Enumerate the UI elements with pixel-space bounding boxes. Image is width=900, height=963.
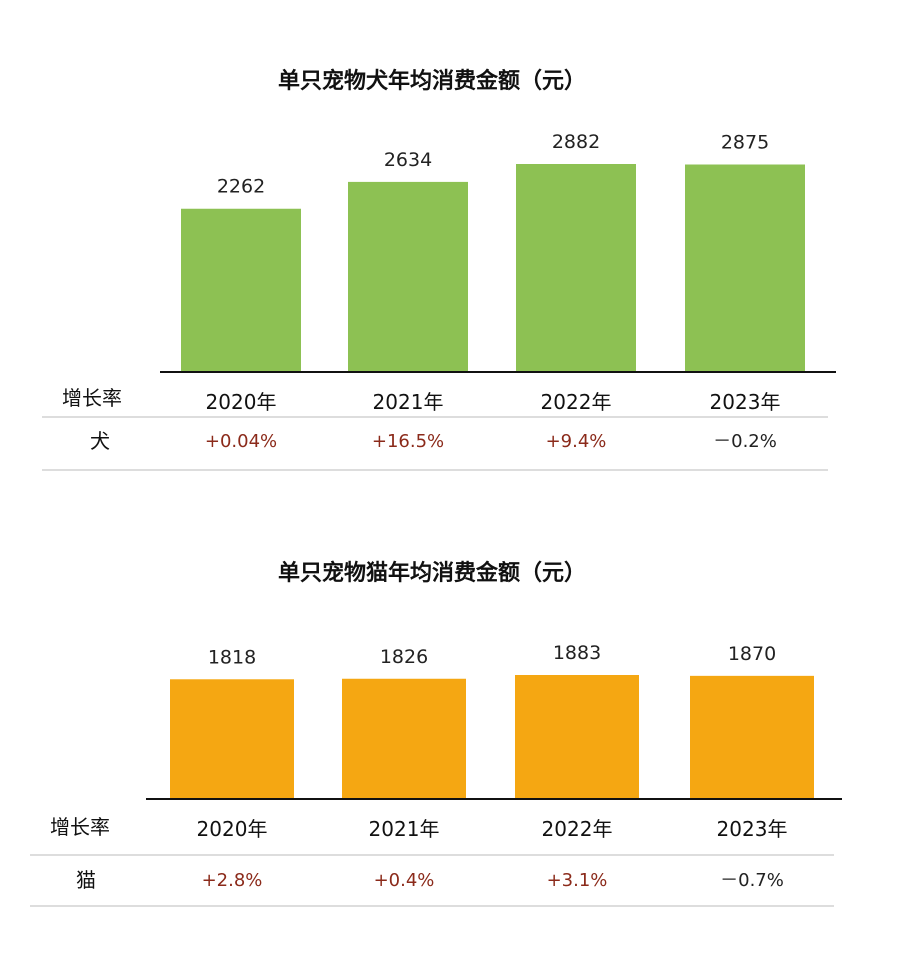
cat-bar: [515, 675, 639, 799]
cat-growth-rate: －0.7%: [720, 870, 784, 891]
dog-bar-value-label: 2882: [552, 131, 600, 153]
cat-bar-value-label: 1818: [208, 646, 256, 668]
cat-bar-value-label: 1826: [380, 646, 428, 668]
cat-growth-rate: +2.8%: [202, 870, 263, 891]
cat-bars: 1818 1826 1883 1870: [170, 642, 814, 799]
dog-chart-title: 单只宠物犬年均消费金额（元）: [278, 68, 586, 94]
dog-rate-header: 增长率: [62, 386, 122, 410]
cat-rate-header: 增长率: [50, 815, 110, 839]
cat-rates: +2.8% +0.4% +3.1% －0.7%: [202, 870, 784, 891]
dog-category-label: 2021年: [373, 390, 444, 414]
dog-bar: [516, 164, 636, 372]
cat-growth-rate: +0.4%: [374, 870, 435, 891]
dog-bar: [685, 164, 805, 372]
dog-bars: 2262 2634 2882 2875: [181, 131, 805, 372]
dog-growth-rate: －0.2%: [713, 431, 777, 452]
dog-category-label: 2023年: [710, 390, 781, 414]
dog-bar-value-label: 2262: [217, 176, 265, 198]
dog-bar-value-label: 2875: [721, 132, 769, 154]
dog-category-label: 2020年: [206, 390, 277, 414]
cat-bar: [690, 675, 814, 799]
cat-category-label: 2023年: [717, 817, 788, 841]
cat-category-label: 2020年: [197, 817, 268, 841]
dog-chart: 单只宠物犬年均消费金额（元） 2262 2634 2882 2875 增长率 2020…: [42, 68, 836, 471]
cat-bar-value-label: 1870: [728, 643, 776, 665]
cat-chart-title: 单只宠物猫年均消费金额（元）: [278, 560, 586, 586]
cat-category-label: 2021年: [369, 817, 440, 841]
cat-chart: 单只宠物猫年均消费金额（元） 1818 1826 1883 1870 增长率 2020…: [30, 560, 842, 907]
dog-growth-rate: +9.4%: [546, 431, 607, 452]
dog-rates: +0.04% +16.5% +9.4% －0.2%: [205, 431, 777, 452]
cat-bar: [170, 679, 294, 799]
dog-category-label: 2022年: [541, 390, 612, 414]
cat-rate-row-label: 猫: [76, 868, 96, 892]
cat-bar: [342, 678, 466, 799]
dog-growth-rate: +16.5%: [372, 431, 444, 452]
dog-categories: 2020年 2021年 2022年 2023年: [206, 390, 781, 414]
dog-bar: [348, 181, 468, 372]
dog-rate-row-label: 犬: [90, 429, 110, 453]
dog-growth-rate: +0.04%: [205, 431, 277, 452]
cat-bar-value-label: 1883: [553, 642, 601, 664]
cat-growth-rate: +3.1%: [547, 870, 608, 891]
dog-bar-value-label: 2634: [384, 149, 432, 171]
cat-categories: 2020年 2021年 2022年 2023年: [197, 817, 788, 841]
dog-bar: [181, 208, 301, 372]
cat-category-label: 2022年: [542, 817, 613, 841]
